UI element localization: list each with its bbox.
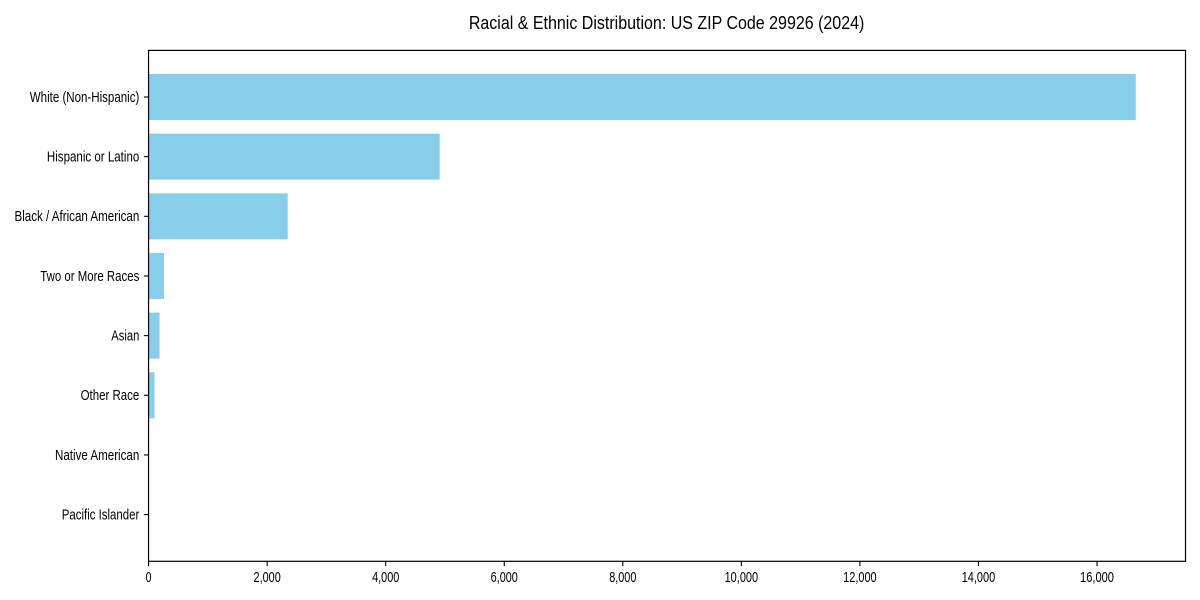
svg-text:Hispanic or Latino: Hispanic or Latino <box>47 149 139 166</box>
svg-text:Racial & Ethnic Distribution:: Racial & Ethnic Distribution: US ZIP Cod… <box>469 12 865 33</box>
svg-text:Other Race: Other Race <box>81 387 140 404</box>
svg-text:Black / African American: Black / African American <box>15 208 140 225</box>
svg-text:Native American: Native American <box>55 447 139 464</box>
svg-text:10,000: 10,000 <box>725 569 759 586</box>
svg-text:Pacific Islander: Pacific Islander <box>62 507 140 524</box>
svg-text:Asian: Asian <box>111 328 139 345</box>
svg-text:8,000: 8,000 <box>609 569 636 586</box>
svg-text:White (Non-Hispanic): White (Non-Hispanic) <box>30 89 140 106</box>
svg-text:6,000: 6,000 <box>491 569 518 586</box>
svg-text:4,000: 4,000 <box>372 569 399 586</box>
svg-text:16,000: 16,000 <box>1080 569 1114 586</box>
svg-text:Two or More Races: Two or More Races <box>40 268 139 285</box>
svg-text:0: 0 <box>146 569 152 586</box>
svg-text:2,000: 2,000 <box>254 569 281 586</box>
svg-text:12,000: 12,000 <box>843 569 877 586</box>
svg-text:14,000: 14,000 <box>962 569 996 586</box>
